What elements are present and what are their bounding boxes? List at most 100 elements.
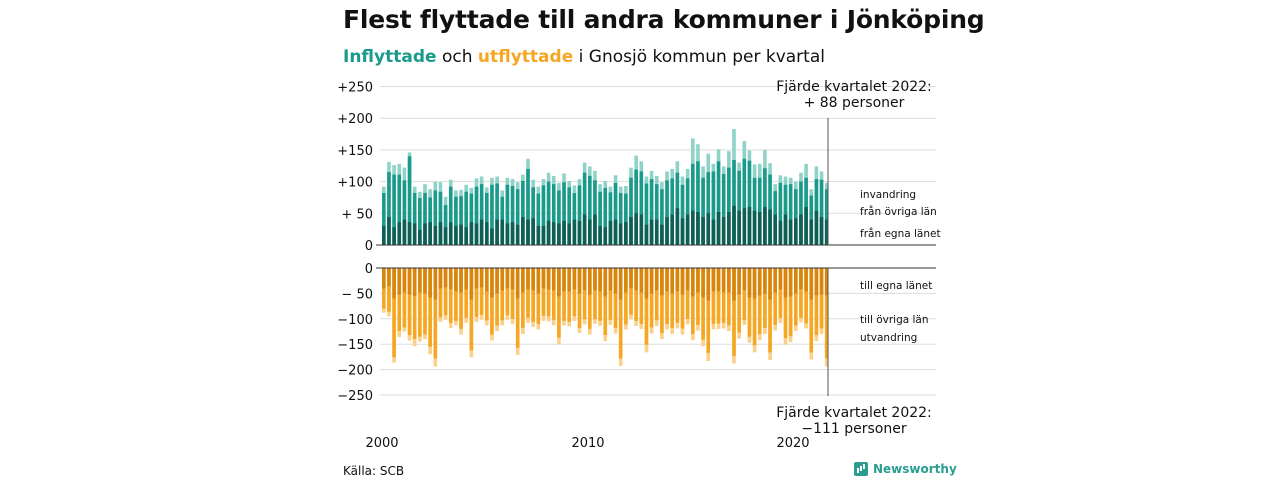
bar-fran-ovriga-lan — [541, 185, 546, 245]
bar-till-ovriga-lan — [438, 268, 443, 318]
bar-till-egna-lanet — [618, 268, 623, 300]
bar-till-egna-lanet — [773, 268, 777, 293]
bar-till-egna-lanet — [757, 268, 762, 296]
bar-till-ovriga-lan — [510, 268, 515, 319]
bar-till-ovriga-lan — [654, 268, 659, 321]
bar-fran-ovriga-lan — [536, 193, 541, 245]
bar-till-ovriga-lan — [546, 268, 551, 317]
bar-fran-egna-lanet — [495, 219, 499, 245]
bar-fran-egna-lanet — [675, 208, 680, 245]
bar-till-ovriga-lan — [500, 268, 505, 321]
bar-till-egna-lanet — [716, 268, 721, 292]
bar-till-egna-lanet — [469, 268, 474, 300]
bar-till-egna-lanet — [680, 268, 685, 295]
x-tick-label: 2010 — [571, 436, 604, 451]
bar-till-egna-lanet — [721, 268, 726, 293]
bar-fran-ovriga-lan — [613, 182, 618, 245]
bar-till-ovriga-lan — [608, 268, 613, 320]
bar-till-ovriga-lan — [598, 268, 602, 321]
bar-fran-ovriga-lan — [474, 186, 479, 245]
bar-till-egna-lanet — [526, 268, 530, 290]
bar-fran-ovriga-lan — [706, 172, 711, 245]
bar-till-ovriga-lan — [485, 268, 489, 321]
bar-till-ovriga-lan — [773, 268, 777, 325]
bar-till-egna-lanet — [438, 268, 443, 289]
y-tick-label-in: +150 — [337, 144, 373, 159]
bar-fran-ovriga-lan — [423, 193, 427, 245]
bar-till-egna-lanet — [685, 268, 690, 291]
bar-fran-ovriga-lan — [485, 193, 489, 245]
bar-till-ovriga-lan — [711, 268, 716, 324]
annotation-out-line2: −111 personer — [801, 421, 907, 437]
bar-fran-ovriga-lan — [448, 186, 453, 245]
bar-fran-egna-lanet — [521, 217, 525, 245]
y-tick-label-out: −200 — [337, 364, 373, 379]
label-till-egna-lanet: till egna länet — [860, 280, 932, 292]
y-tick-label-out: −250 — [337, 389, 373, 404]
bar-fran-ovriga-lan — [402, 180, 407, 245]
bar-fran-ovriga-lan — [603, 187, 608, 245]
bar-fran-egna-lanet — [665, 217, 669, 245]
subtitle-connector: och — [436, 47, 478, 67]
bar-fran-egna-lanet — [824, 219, 829, 245]
chart-title: Flest flyttade till andra kommuner i Jön… — [343, 5, 985, 34]
bar-fran-egna-lanet — [490, 228, 494, 245]
bar-till-egna-lanet — [603, 268, 608, 297]
bar-till-ovriga-lan — [809, 268, 814, 353]
bar-till-ovriga-lan — [670, 268, 674, 328]
bar-fran-egna-lanet — [629, 217, 633, 245]
bar-fran-ovriga-lan — [618, 193, 623, 245]
bar-fran-egna-lanet — [454, 225, 458, 245]
bar-fran-egna-lanet — [680, 218, 685, 245]
bar-fran-egna-lanet — [464, 227, 468, 245]
annotation-in-line2: + 88 personer — [804, 95, 905, 111]
bar-fran-ovriga-lan — [557, 190, 561, 245]
bar-till-ovriga-lan — [794, 268, 798, 326]
bar-till-ovriga-lan — [634, 268, 638, 321]
bar-till-egna-lanet — [824, 268, 829, 296]
bar-fran-egna-lanet — [716, 212, 721, 245]
bar-till-egna-lanet — [490, 268, 494, 298]
bar-fran-ovriga-lan — [634, 169, 638, 245]
bar-till-ovriga-lan — [737, 268, 741, 333]
bar-till-ovriga-lan — [418, 268, 422, 337]
bar-till-ovriga-lan — [536, 268, 541, 324]
label-till-ovriga-lan: till övriga län — [860, 314, 929, 326]
bar-till-ovriga-lan — [479, 268, 484, 315]
bar-fran-egna-lanet — [794, 218, 798, 245]
bar-fran-ovriga-lan — [469, 193, 474, 245]
bar-fran-egna-lanet — [804, 206, 808, 245]
bar-till-egna-lanet — [577, 268, 582, 294]
bar-fran-egna-lanet — [691, 210, 695, 245]
bar-till-ovriga-lan — [727, 268, 731, 326]
bar-fran-ovriga-lan — [788, 184, 793, 245]
bar-fran-egna-lanet — [799, 214, 803, 245]
bar-fran-ovriga-lan — [521, 180, 525, 245]
bar-till-ovriga-lan — [505, 268, 510, 316]
bar-fran-ovriga-lan — [696, 161, 700, 245]
bar-fran-egna-lanet — [593, 214, 597, 245]
y-tick-label-in: +250 — [337, 81, 373, 96]
bar-fran-ovriga-lan — [598, 191, 602, 245]
bar-till-ovriga-lan — [814, 268, 819, 336]
label-fran-ovriga-lan: från övriga län — [860, 205, 937, 218]
bar-fran-ovriga-lan — [526, 168, 530, 245]
bar-till-ovriga-lan — [721, 268, 726, 323]
bar-till-ovriga-lan — [402, 268, 407, 328]
bar-fran-egna-lanet — [768, 209, 772, 245]
bar-fran-egna-lanet — [500, 219, 505, 245]
bar-till-ovriga-lan — [768, 268, 772, 353]
bar-fran-ovriga-lan — [387, 172, 391, 245]
bar-fran-egna-lanet — [721, 217, 726, 245]
bar-fran-egna-lanet — [567, 223, 571, 245]
bar-fran-ovriga-lan — [418, 198, 422, 245]
bar-till-ovriga-lan — [603, 268, 608, 336]
bar-till-ovriga-lan — [428, 268, 432, 347]
bar-fran-ovriga-lan — [819, 179, 824, 245]
bar-fran-ovriga-lan — [727, 167, 731, 245]
bar-till-ovriga-lan — [412, 268, 417, 340]
bar-till-egna-lanet — [454, 268, 458, 292]
bar-fran-ovriga-lan — [799, 181, 803, 245]
bar-till-egna-lanet — [567, 268, 571, 292]
bar-fran-ovriga-lan — [721, 173, 726, 245]
